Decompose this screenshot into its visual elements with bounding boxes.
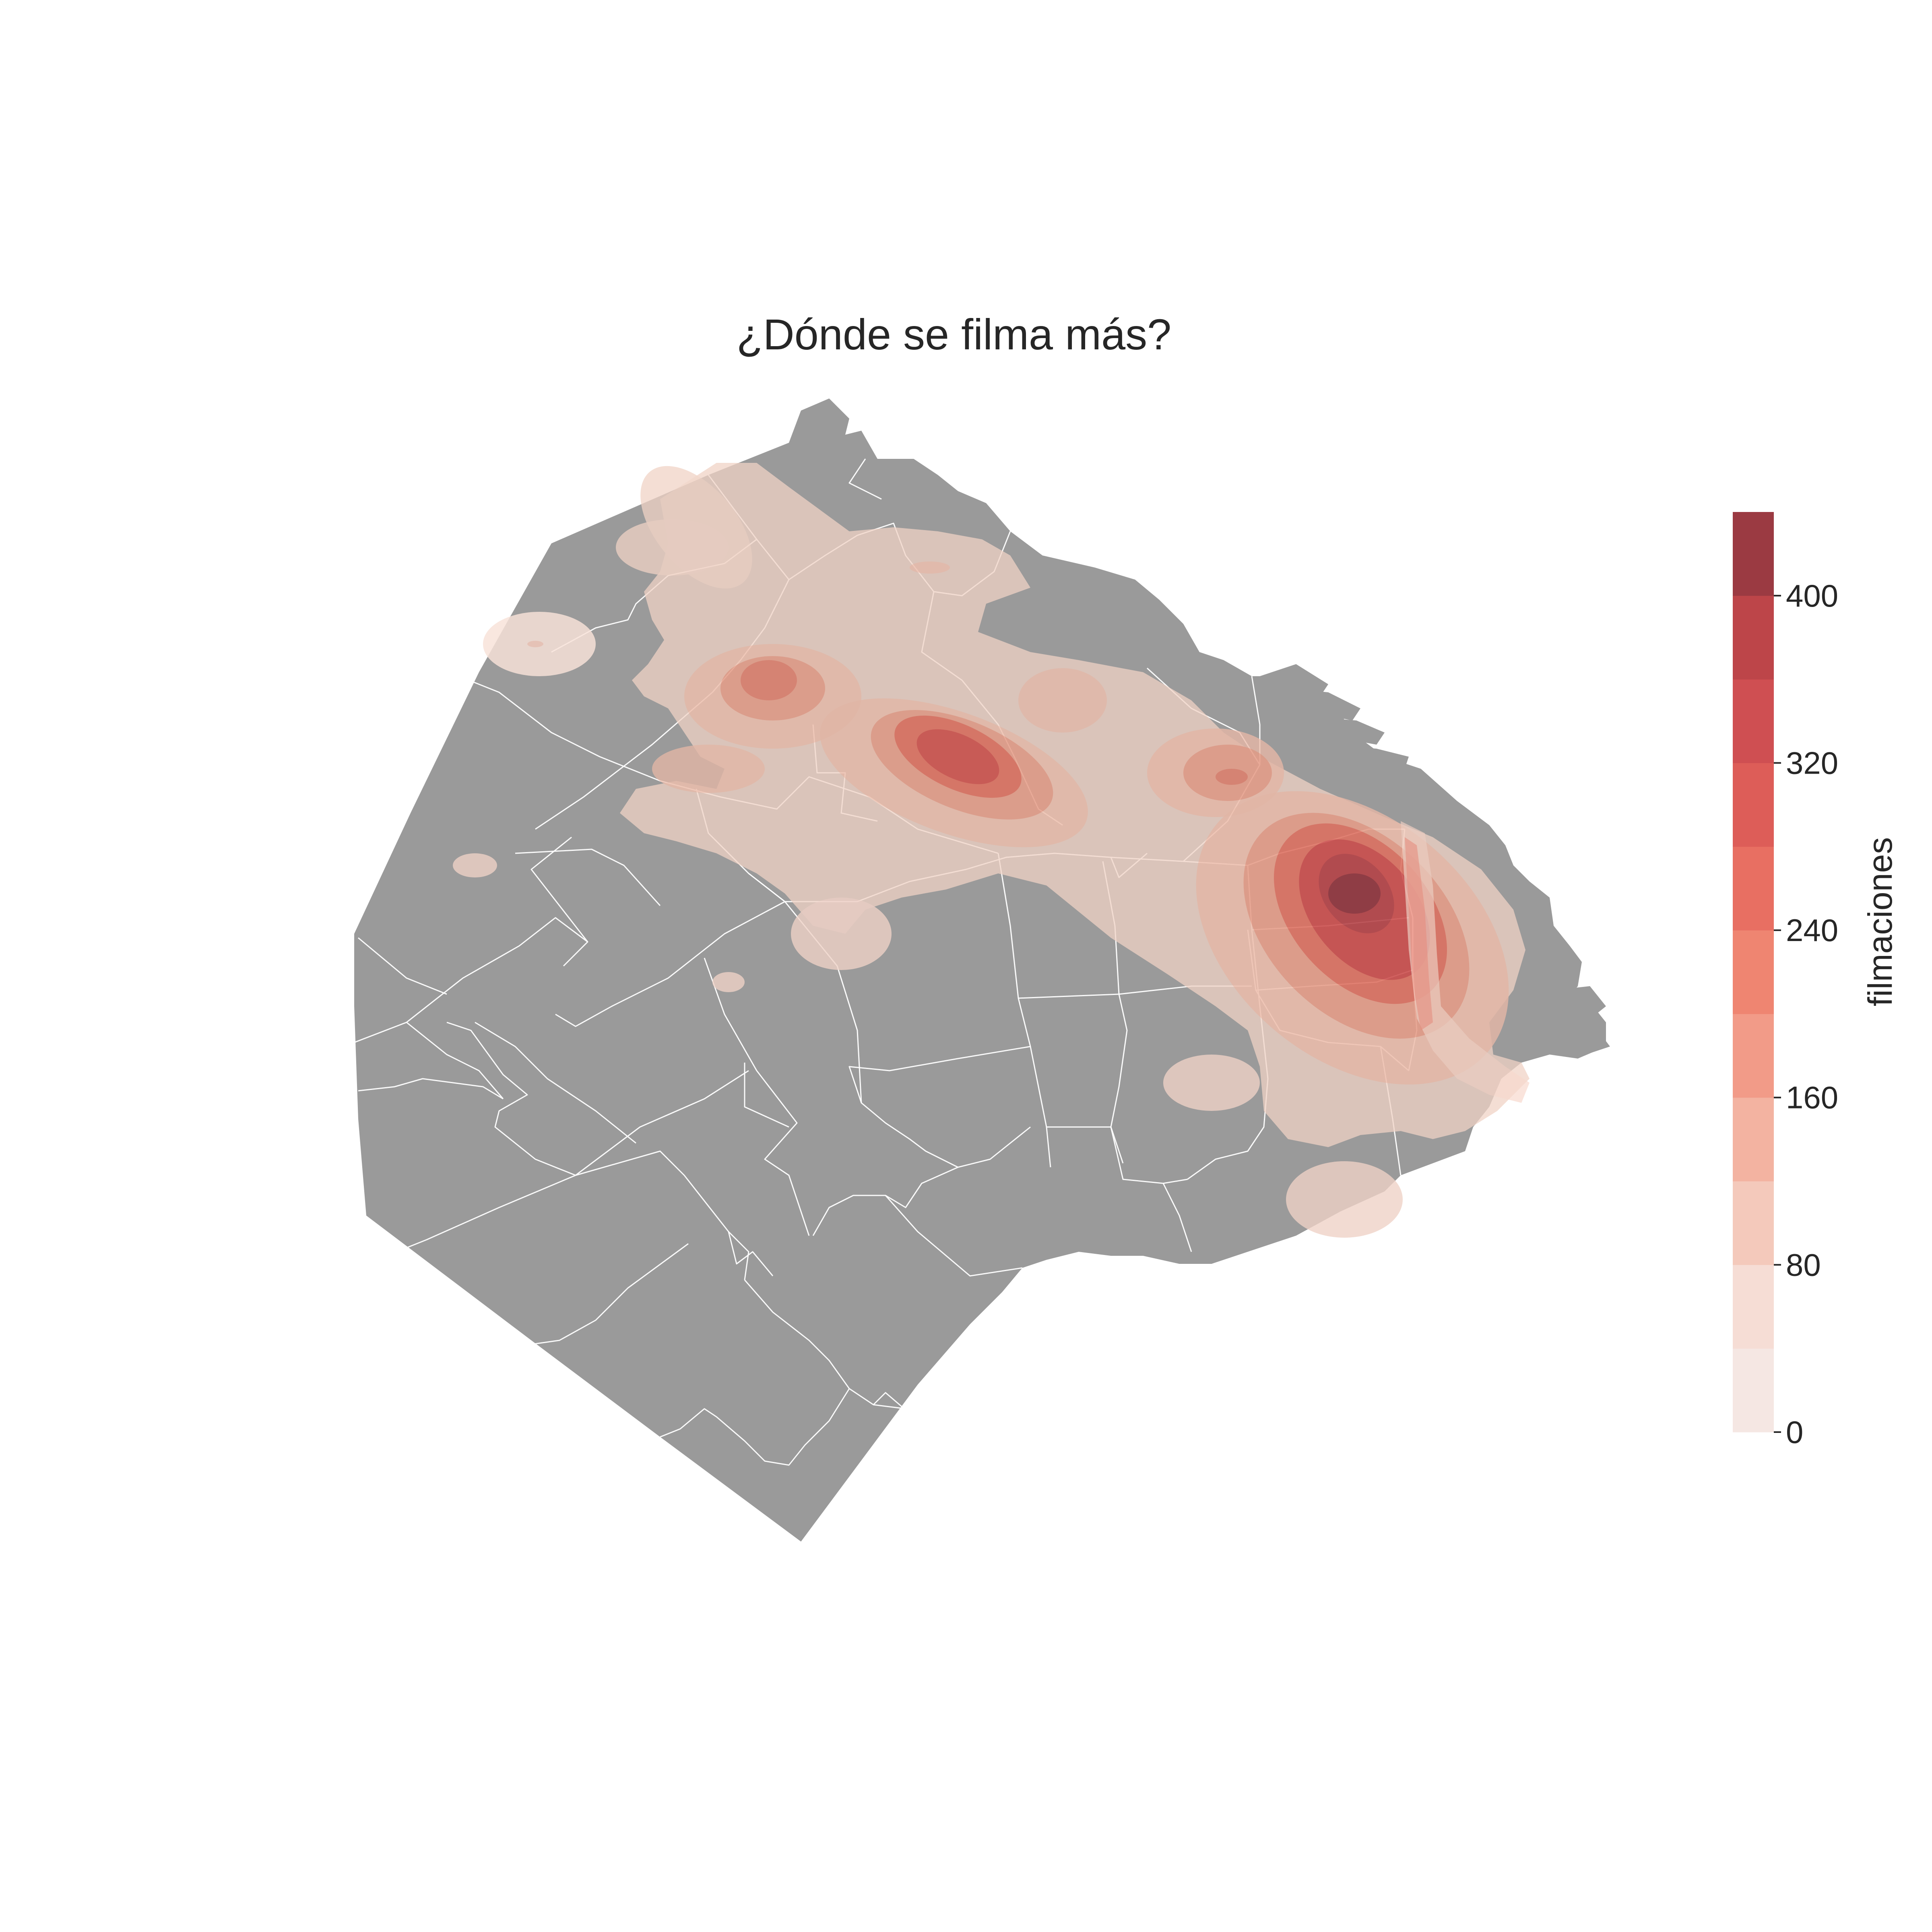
colorbar-ticks: 0 80 160 240 320 400 bbox=[1774, 578, 1838, 1450]
colorbar-band bbox=[1733, 595, 1774, 680]
colorbar-band bbox=[1733, 763, 1774, 847]
district-border bbox=[1018, 993, 1119, 999]
density-blob bbox=[791, 898, 892, 970]
dock bbox=[1308, 716, 1385, 745]
district-border bbox=[354, 1022, 504, 1099]
dock bbox=[1260, 664, 1328, 696]
dock bbox=[1562, 1026, 1610, 1055]
dock bbox=[1554, 986, 1606, 1022]
colorbar-tick-label: 0 bbox=[1786, 1414, 1803, 1450]
district-border bbox=[530, 836, 588, 967]
district-border bbox=[446, 1022, 576, 1176]
colorbar-band bbox=[1733, 846, 1774, 931]
density-coast-strip bbox=[1401, 821, 1530, 1103]
colorbar-band bbox=[1733, 1181, 1774, 1265]
district-border bbox=[555, 901, 785, 1027]
colorbar: 0 80 160 240 320 400 filmaciones bbox=[1733, 512, 1899, 1450]
density-blob bbox=[453, 853, 497, 877]
density-level-6 bbox=[741, 660, 797, 700]
density-level-8 bbox=[916, 729, 999, 784]
colorbar-band bbox=[1733, 679, 1774, 763]
colorbar-band bbox=[1733, 1097, 1774, 1182]
chart-title: ¿Dónde se filma más? bbox=[737, 310, 1171, 359]
colorbar-tick-label: 400 bbox=[1786, 578, 1838, 613]
colorbar-tick-label: 160 bbox=[1786, 1080, 1838, 1115]
district-border bbox=[704, 958, 810, 1236]
colorbar-band bbox=[1733, 930, 1774, 1014]
colorbar-label: filmaciones bbox=[1861, 837, 1899, 1006]
colorbar-bands bbox=[1733, 512, 1774, 1432]
district-border bbox=[1162, 1183, 1192, 1252]
district-border bbox=[728, 1231, 774, 1276]
district-border bbox=[885, 1195, 1023, 1277]
district-border bbox=[660, 1388, 850, 1466]
district-border bbox=[475, 1022, 636, 1144]
district-border bbox=[575, 1070, 749, 1176]
colorbar-tick-label: 240 bbox=[1786, 912, 1838, 948]
density-level-11 bbox=[1328, 873, 1381, 914]
colorbar-band bbox=[1733, 1013, 1774, 1098]
density-overlay bbox=[453, 463, 1530, 1238]
dock bbox=[1288, 688, 1360, 720]
colorbar-band bbox=[1733, 1265, 1774, 1349]
density-blob bbox=[1286, 1161, 1403, 1238]
colorbar-band bbox=[1733, 512, 1774, 596]
dock bbox=[1352, 773, 1433, 797]
district-border bbox=[358, 1078, 504, 1100]
density-blob bbox=[1163, 1055, 1260, 1111]
district-border bbox=[358, 937, 447, 995]
port-docks bbox=[1260, 664, 1610, 1055]
density-blob bbox=[712, 972, 745, 992]
district-border bbox=[848, 1046, 1031, 1168]
district-border bbox=[575, 1150, 749, 1280]
density-blob bbox=[910, 561, 950, 574]
dock bbox=[1328, 745, 1409, 769]
density-blob bbox=[616, 519, 729, 576]
colorbar-band bbox=[1733, 1348, 1774, 1432]
density-level-6 bbox=[1216, 769, 1248, 785]
district-border bbox=[1110, 1127, 1188, 1184]
density-coast-strip-inner bbox=[1405, 837, 1433, 1030]
density-level-2 bbox=[1018, 668, 1107, 733]
district-border bbox=[744, 1063, 789, 1128]
district-border bbox=[515, 848, 661, 906]
density-blob bbox=[527, 641, 543, 647]
district-border bbox=[997, 853, 1051, 1168]
density-level-2 bbox=[652, 745, 765, 793]
colorbar-tick-label: 320 bbox=[1786, 745, 1838, 780]
colorbar-tick-label: 80 bbox=[1786, 1247, 1821, 1282]
district-border bbox=[848, 458, 882, 500]
district-border bbox=[531, 1243, 689, 1345]
district-border bbox=[873, 1392, 914, 1418]
district-border bbox=[386, 1174, 576, 1257]
